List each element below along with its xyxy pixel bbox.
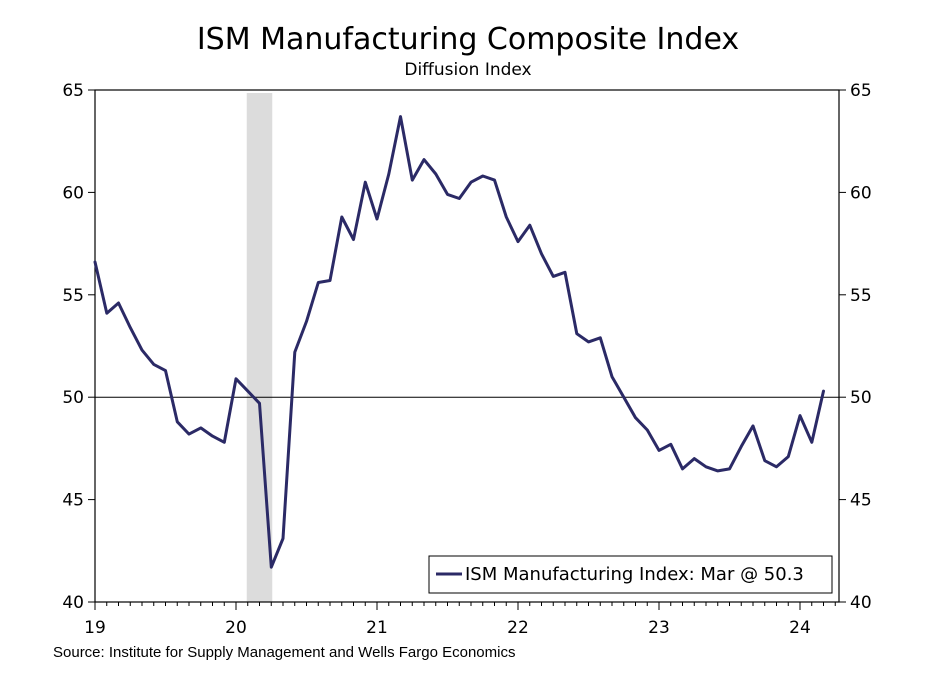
x-tick-label: 21	[366, 618, 388, 638]
chart-title: ISM Manufacturing Composite Index	[197, 22, 739, 57]
y-tick-label-left: 60	[62, 183, 84, 203]
x-axis: 19 20 21 22 23 24	[84, 602, 836, 638]
x-tick-label: 24	[789, 618, 811, 638]
y-tick-label-left: 55	[62, 286, 84, 306]
y-tick-label-right: 55	[850, 286, 872, 306]
series-line	[93, 115, 825, 569]
y-tick-label-left: 45	[62, 491, 84, 511]
y-axis-right: 40 45 50 55 60 65	[839, 81, 872, 613]
y-tick-label-left: 50	[62, 388, 84, 408]
legend: ISM Manufacturing Index: Mar @ 50.3	[428, 555, 833, 594]
plot-frame	[94, 89, 840, 603]
x-tick-label: 23	[648, 618, 670, 638]
legend-label: ISM Manufacturing Index: Mar @ 50.3	[465, 564, 804, 585]
legend-box	[428, 555, 833, 594]
y-tick-label-right: 65	[850, 81, 872, 101]
y-axis-left: 40 45 50 55 60 65	[62, 81, 95, 613]
chart-subtitle: Diffusion Index	[404, 60, 531, 80]
x-tick-label: 19	[84, 618, 106, 638]
y-tick-label-right: 45	[850, 491, 872, 511]
y-tick-label-left: 40	[62, 593, 84, 613]
x-tick-label: 22	[507, 618, 529, 638]
source-note: Source: Institute for Supply Management …	[53, 644, 515, 661]
y-tick-label-right: 40	[850, 593, 872, 613]
y-tick-label-left: 65	[62, 81, 84, 101]
y-tick-label-right: 60	[850, 183, 872, 203]
series-layer	[93, 115, 825, 569]
x-tick-label: 20	[225, 618, 247, 638]
y-tick-label-right: 50	[850, 388, 872, 408]
